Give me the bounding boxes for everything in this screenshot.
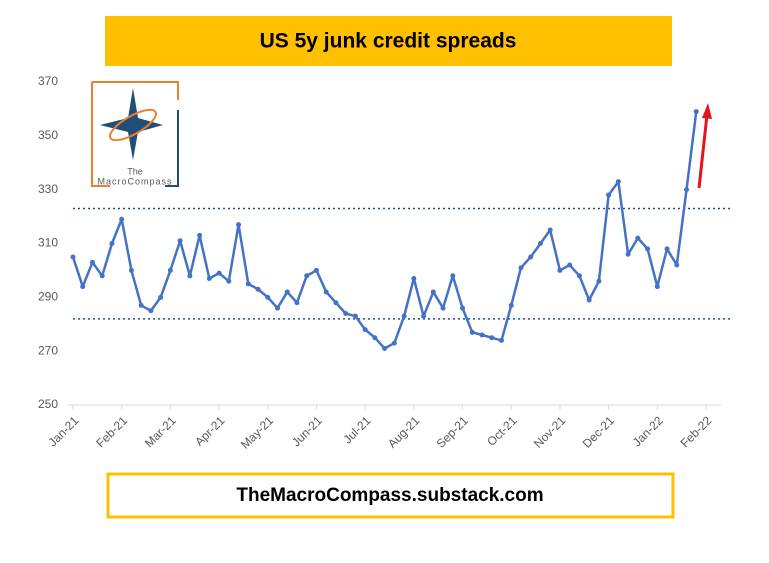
data-point <box>615 179 621 185</box>
data-point <box>450 273 456 279</box>
data-point <box>567 262 573 268</box>
data-point <box>596 278 602 284</box>
data-point <box>284 289 290 295</box>
x-tick-label: Feb-21 <box>93 413 130 450</box>
x-tick-label: Aug-21 <box>385 413 422 450</box>
data-point <box>362 327 368 333</box>
footer-box <box>106 472 675 519</box>
data-point <box>391 340 397 346</box>
y-tick-label: 270 <box>38 343 58 357</box>
data-point <box>70 254 76 260</box>
data-point <box>498 337 504 343</box>
data-point <box>440 305 446 311</box>
data-point <box>469 329 475 335</box>
x-tick-label: Feb-22 <box>678 413 715 450</box>
data-point <box>606 192 612 198</box>
logo-text: The <box>127 166 143 176</box>
y-tick-label: 330 <box>38 182 58 196</box>
x-tick-label: May-21 <box>238 413 276 451</box>
data-point <box>547 227 553 233</box>
data-point <box>460 305 466 311</box>
data-point <box>138 302 144 308</box>
data-point <box>197 232 203 238</box>
data-point <box>148 308 154 314</box>
data-point <box>275 305 281 311</box>
data-point <box>119 216 125 222</box>
data-point <box>323 289 329 295</box>
x-tick-label: Apr-21 <box>192 413 228 449</box>
data-point <box>654 284 660 290</box>
data-point <box>528 254 534 260</box>
y-tick-label: 310 <box>38 236 58 250</box>
data-point <box>245 281 251 287</box>
data-point <box>167 267 173 273</box>
data-point <box>177 238 183 244</box>
data-point <box>684 187 690 193</box>
data-point <box>508 302 514 308</box>
y-tick-label: 250 <box>38 397 58 411</box>
x-tick-label: Jan-22 <box>630 413 666 449</box>
data-point <box>128 267 134 273</box>
data-point <box>226 278 232 284</box>
data-point <box>80 284 86 290</box>
data-point <box>352 313 358 319</box>
data-point <box>109 241 115 246</box>
data-point <box>576 273 582 279</box>
data-point <box>99 273 105 279</box>
data-point <box>255 286 261 292</box>
x-tick-label: Jul-21 <box>341 413 374 446</box>
data-point <box>89 259 95 265</box>
chart-title: US 5y junk credit spreads <box>260 30 517 53</box>
x-tick-label: Nov-21 <box>531 413 568 450</box>
data-point <box>479 332 485 338</box>
data-point <box>674 262 680 268</box>
data-point <box>236 222 242 228</box>
logo-text: MacroCompass <box>97 176 172 186</box>
data-point <box>343 310 349 316</box>
data-point <box>265 294 271 300</box>
x-tick-label: Sep-21 <box>434 413 471 450</box>
x-tick-label: Oct-21 <box>484 413 520 449</box>
data-point <box>635 235 641 241</box>
data-point <box>216 270 222 276</box>
data-point <box>411 275 417 281</box>
data-point <box>586 297 592 303</box>
data-point <box>430 289 436 295</box>
data-line <box>71 111 698 350</box>
data-point <box>518 265 524 271</box>
footer-text: TheMacroCompass.substack.com <box>236 485 543 506</box>
y-tick-label: 370 <box>38 74 58 88</box>
x-tick-label: Dec-21 <box>580 413 617 450</box>
data-point <box>333 300 339 306</box>
x-tick-label: Jun-21 <box>289 413 325 449</box>
y-tick-label: 290 <box>38 290 58 304</box>
data-point <box>304 273 310 279</box>
data-point <box>557 267 563 273</box>
data-point <box>372 335 378 341</box>
x-tick-label: Mar-21 <box>142 413 179 450</box>
data-point <box>294 300 300 306</box>
data-point <box>313 267 319 273</box>
trend-arrow <box>697 103 712 189</box>
logo: The MacroCompass <box>91 81 179 187</box>
data-point <box>664 246 670 252</box>
data-point <box>693 109 699 115</box>
data-point <box>537 241 543 246</box>
data-point <box>187 273 193 279</box>
data-point <box>625 251 631 257</box>
y-tick-label: 350 <box>38 128 58 142</box>
data-point <box>421 313 427 319</box>
data-point <box>382 345 388 351</box>
data-point <box>158 294 164 300</box>
data-point <box>489 335 495 341</box>
data-point <box>401 313 407 319</box>
data-point <box>206 275 212 281</box>
title-box <box>105 16 672 66</box>
x-tick-label: Jan-21 <box>46 413 82 449</box>
data-point <box>645 246 651 252</box>
